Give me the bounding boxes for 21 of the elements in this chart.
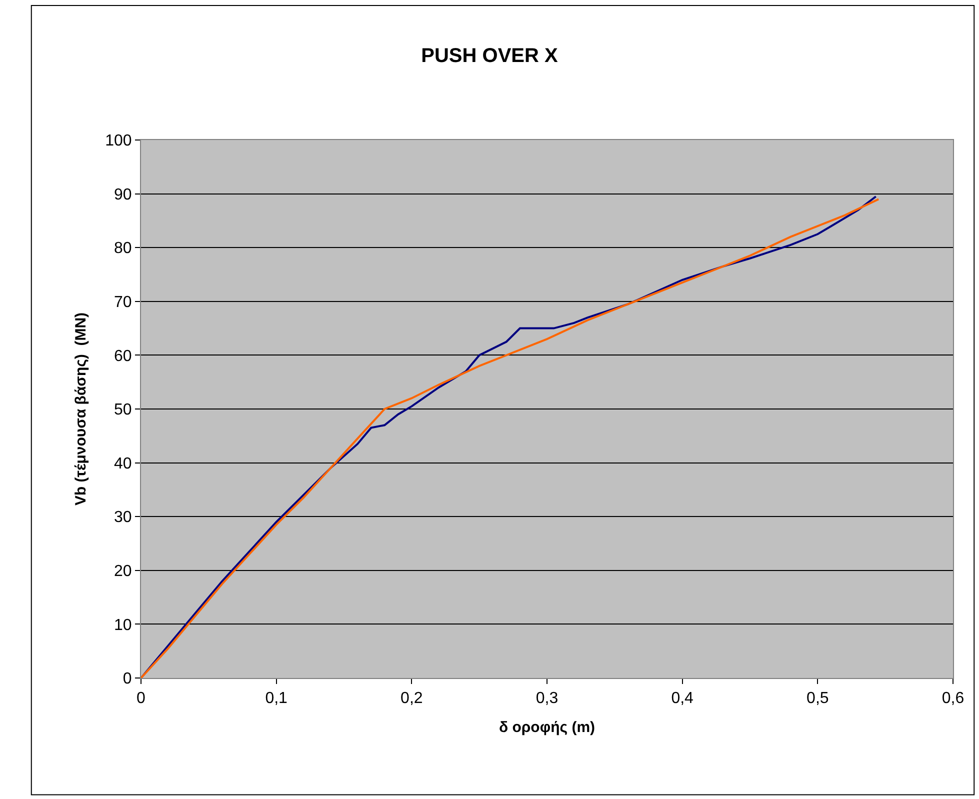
x-tick-label: 0,4 bbox=[671, 690, 694, 708]
y-tick-label: 10 bbox=[114, 616, 132, 634]
y-tick-label: 40 bbox=[114, 455, 132, 472]
x-axis-title: δ οροφής (m) bbox=[498, 719, 596, 736]
x-tick-label: 0 bbox=[136, 690, 146, 708]
chart-title: PUSH OVER X bbox=[421, 44, 559, 67]
y-tick-label: 80 bbox=[114, 240, 132, 258]
y-axis-title: Vb (τέμνουσα βάσης) (MN) bbox=[72, 312, 90, 506]
y-tick-label: 20 bbox=[114, 563, 132, 580]
x-tick-label: 0,2 bbox=[400, 690, 423, 708]
y-tick-label: 0 bbox=[122, 670, 132, 688]
y-tick-label: 30 bbox=[114, 509, 132, 526]
y-tick-label: 50 bbox=[114, 402, 132, 419]
x-tick-label: 0,6 bbox=[942, 690, 964, 708]
y-tick-label: 90 bbox=[114, 186, 132, 204]
y-tick-label: 100 bbox=[105, 132, 132, 150]
x-tick-label: 0,5 bbox=[806, 690, 829, 708]
y-tick-label: 70 bbox=[114, 294, 132, 311]
x-tick-label: 0,3 bbox=[536, 690, 558, 708]
x-tick-label: 0,1 bbox=[265, 690, 288, 708]
y-tick-label: 60 bbox=[114, 348, 132, 365]
